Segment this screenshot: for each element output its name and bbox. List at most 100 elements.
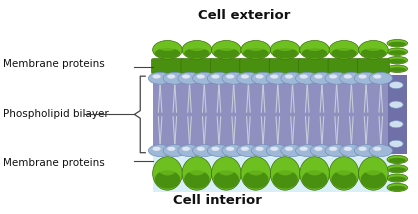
Ellipse shape — [387, 39, 408, 47]
Text: Membrane proteins: Membrane proteins — [3, 158, 104, 168]
Circle shape — [285, 147, 293, 151]
Ellipse shape — [306, 161, 324, 175]
Ellipse shape — [214, 48, 239, 58]
Bar — [388, 75, 407, 154]
Circle shape — [266, 145, 290, 156]
FancyBboxPatch shape — [328, 59, 360, 74]
Circle shape — [222, 72, 245, 84]
Ellipse shape — [387, 56, 408, 64]
Ellipse shape — [184, 170, 209, 189]
Circle shape — [329, 147, 337, 151]
Circle shape — [359, 147, 367, 151]
Circle shape — [369, 72, 393, 84]
Circle shape — [369, 145, 393, 156]
Ellipse shape — [331, 48, 357, 58]
Ellipse shape — [335, 43, 353, 51]
Circle shape — [373, 74, 381, 79]
Ellipse shape — [387, 48, 408, 55]
Circle shape — [329, 74, 337, 79]
Text: Cell interior: Cell interior — [173, 194, 262, 207]
Ellipse shape — [276, 161, 294, 175]
Circle shape — [196, 74, 205, 79]
Circle shape — [310, 145, 334, 156]
Ellipse shape — [155, 48, 180, 58]
Ellipse shape — [217, 161, 235, 175]
Circle shape — [344, 147, 352, 151]
Ellipse shape — [335, 161, 353, 175]
Circle shape — [300, 74, 308, 79]
Circle shape — [207, 145, 231, 156]
FancyBboxPatch shape — [299, 59, 331, 74]
Ellipse shape — [387, 65, 408, 73]
Circle shape — [178, 145, 201, 156]
Ellipse shape — [361, 48, 386, 58]
Circle shape — [296, 145, 319, 156]
Circle shape — [344, 74, 352, 79]
Ellipse shape — [247, 161, 265, 175]
Ellipse shape — [273, 48, 298, 58]
Ellipse shape — [241, 157, 270, 190]
Ellipse shape — [387, 183, 408, 192]
Circle shape — [389, 121, 403, 128]
FancyBboxPatch shape — [181, 59, 213, 74]
Circle shape — [266, 72, 290, 84]
Circle shape — [241, 147, 249, 151]
Ellipse shape — [241, 40, 270, 59]
Ellipse shape — [389, 167, 406, 172]
Ellipse shape — [359, 40, 388, 59]
Circle shape — [325, 72, 348, 84]
Circle shape — [325, 145, 348, 156]
Circle shape — [252, 145, 275, 156]
FancyBboxPatch shape — [210, 59, 242, 74]
Circle shape — [255, 74, 264, 79]
Circle shape — [285, 74, 293, 79]
Ellipse shape — [331, 170, 357, 189]
Circle shape — [389, 82, 403, 89]
Circle shape — [296, 72, 319, 84]
Text: Phospholipid bilayer: Phospholipid bilayer — [3, 109, 109, 119]
Ellipse shape — [361, 170, 386, 189]
Ellipse shape — [214, 170, 239, 189]
Circle shape — [281, 145, 304, 156]
Circle shape — [163, 145, 186, 156]
Ellipse shape — [270, 157, 300, 190]
Ellipse shape — [247, 43, 265, 51]
Circle shape — [163, 72, 186, 84]
Circle shape — [281, 72, 304, 84]
Ellipse shape — [217, 43, 235, 51]
Bar — [153, 75, 388, 154]
Circle shape — [237, 145, 260, 156]
Ellipse shape — [302, 170, 327, 189]
Ellipse shape — [389, 50, 406, 55]
Ellipse shape — [158, 161, 177, 175]
Circle shape — [182, 147, 190, 151]
Circle shape — [389, 140, 403, 147]
FancyBboxPatch shape — [153, 145, 395, 192]
Ellipse shape — [300, 157, 329, 190]
Circle shape — [373, 147, 381, 151]
Circle shape — [222, 145, 245, 156]
Circle shape — [207, 72, 231, 84]
Circle shape — [178, 72, 201, 84]
Circle shape — [226, 74, 234, 79]
Ellipse shape — [306, 43, 324, 51]
Ellipse shape — [300, 40, 329, 59]
Circle shape — [354, 72, 378, 84]
Ellipse shape — [188, 43, 206, 51]
Ellipse shape — [389, 59, 406, 63]
Ellipse shape — [389, 42, 406, 46]
Ellipse shape — [182, 157, 212, 190]
Ellipse shape — [329, 40, 359, 59]
Circle shape — [255, 147, 264, 151]
Circle shape — [241, 74, 249, 79]
Circle shape — [300, 147, 308, 151]
Circle shape — [310, 72, 334, 84]
FancyBboxPatch shape — [357, 59, 389, 74]
Ellipse shape — [243, 48, 268, 58]
Circle shape — [314, 74, 323, 79]
Ellipse shape — [155, 170, 180, 189]
Ellipse shape — [359, 157, 388, 190]
Ellipse shape — [387, 155, 408, 163]
Circle shape — [193, 72, 216, 84]
Circle shape — [153, 147, 161, 151]
